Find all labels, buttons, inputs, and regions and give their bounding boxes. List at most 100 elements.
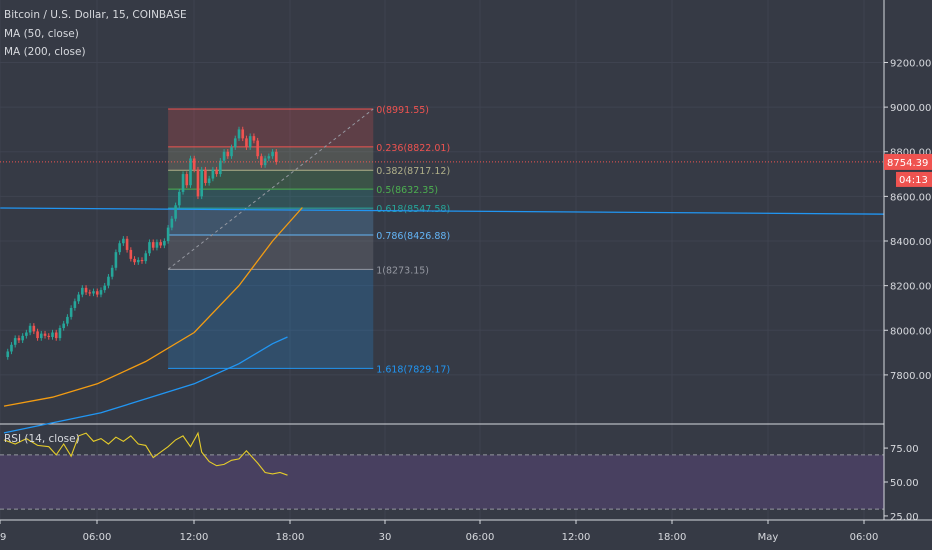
candle-body bbox=[260, 156, 263, 166]
candle bbox=[200, 166, 203, 200]
candle bbox=[196, 166, 200, 200]
candle bbox=[189, 155, 192, 188]
candle bbox=[40, 330, 43, 341]
candle-body bbox=[233, 138, 237, 148]
candle bbox=[32, 323, 36, 335]
fib-level-label: 0.382(8717.12) bbox=[376, 166, 450, 177]
candle bbox=[54, 329, 58, 341]
candle bbox=[207, 175, 211, 186]
time-tick-label: May bbox=[758, 532, 779, 543]
candle-body bbox=[40, 333, 43, 339]
candle-body bbox=[181, 174, 185, 192]
candle-body bbox=[81, 287, 84, 295]
candle bbox=[230, 144, 233, 159]
candle-body bbox=[211, 169, 215, 179]
candle-body bbox=[88, 292, 92, 294]
symbol-title[interactable]: Bitcoin / U.S. Dollar, 15, COINBASE bbox=[4, 9, 187, 21]
candle-body bbox=[118, 243, 121, 253]
candle bbox=[166, 224, 170, 244]
price-axis-bg bbox=[884, 0, 932, 520]
candle-body bbox=[226, 151, 230, 157]
candle bbox=[88, 289, 92, 297]
candle bbox=[211, 166, 215, 182]
fib-level-label: 1(8273.15) bbox=[376, 265, 429, 276]
candle bbox=[267, 153, 271, 162]
candle bbox=[233, 135, 237, 150]
candle-body bbox=[163, 241, 166, 246]
candle-body bbox=[248, 136, 252, 148]
candle-body bbox=[144, 253, 148, 262]
candle bbox=[107, 274, 110, 289]
candle bbox=[122, 236, 125, 246]
candle-body bbox=[263, 158, 267, 166]
time-tick-label: 9 bbox=[0, 532, 6, 543]
ma200-legend[interactable]: MA (200, close) bbox=[4, 46, 86, 58]
candle-body bbox=[95, 291, 99, 295]
candle-body bbox=[274, 151, 278, 163]
candle-body bbox=[230, 147, 233, 157]
candle-body bbox=[245, 138, 248, 148]
candle-body bbox=[166, 227, 170, 242]
candle bbox=[170, 216, 174, 231]
candle bbox=[110, 265, 114, 280]
countdown-value: 04:13 bbox=[899, 175, 928, 186]
fib-zone bbox=[168, 146, 374, 171]
rsi-line bbox=[3, 431, 288, 476]
candle-body bbox=[99, 290, 103, 295]
rsi-legend[interactable]: RSI (14, close) bbox=[4, 433, 80, 445]
fib-level-label: 1.618(7829.17) bbox=[376, 364, 450, 375]
price-tick-label: 8400.00 bbox=[890, 237, 931, 248]
candle bbox=[237, 126, 241, 142]
candle-body bbox=[51, 332, 54, 337]
candle-body bbox=[252, 136, 256, 141]
candle bbox=[144, 250, 148, 264]
candle bbox=[62, 320, 65, 331]
candle-body bbox=[222, 151, 226, 161]
candle bbox=[181, 171, 185, 195]
candle-body bbox=[110, 267, 114, 277]
candle-body bbox=[219, 160, 222, 175]
candle bbox=[159, 239, 162, 249]
candle-body bbox=[10, 344, 13, 352]
candle bbox=[129, 247, 133, 262]
price-axis: 7800.00 8000.00 8200.00 8400.00 8600.00 8800.… bbox=[883, 0, 932, 523]
candle-body bbox=[200, 169, 203, 197]
time-tick-label: 12:00 bbox=[180, 532, 209, 543]
candle bbox=[92, 288, 95, 297]
candle bbox=[263, 155, 267, 168]
candle bbox=[6, 348, 10, 360]
price-tick-label: 8800.00 bbox=[890, 148, 931, 159]
candle bbox=[84, 285, 88, 296]
candle bbox=[151, 239, 155, 251]
rsi-band bbox=[0, 454, 884, 510]
candle-body bbox=[185, 174, 189, 186]
fib-level-label: 0.236(8822.01) bbox=[376, 143, 450, 154]
candle bbox=[58, 325, 62, 341]
ma200-line bbox=[3, 336, 288, 434]
candle-body bbox=[256, 140, 259, 157]
candle bbox=[178, 189, 181, 208]
candle-body bbox=[267, 156, 271, 159]
price-badge-value: 8754.39 bbox=[887, 158, 928, 169]
candle-body bbox=[129, 249, 133, 259]
candle bbox=[99, 287, 103, 298]
fib-zone bbox=[168, 189, 374, 209]
candle bbox=[140, 257, 144, 264]
candle-body bbox=[66, 316, 69, 324]
fib-zone bbox=[168, 208, 374, 236]
candle bbox=[25, 329, 28, 339]
price-tick-label: 8600.00 bbox=[890, 192, 931, 203]
ma50-legend[interactable]: MA (50, close) bbox=[4, 28, 79, 40]
candle-body bbox=[58, 328, 62, 339]
candle-body bbox=[136, 259, 140, 263]
candle-body bbox=[77, 294, 80, 302]
candle bbox=[155, 239, 159, 251]
candle bbox=[13, 335, 17, 348]
candle-body bbox=[151, 242, 155, 248]
time-tick-label: 06:00 bbox=[466, 532, 495, 543]
candle-body bbox=[204, 169, 207, 183]
grid-lines bbox=[0, 0, 884, 520]
candle-body bbox=[73, 301, 77, 308]
